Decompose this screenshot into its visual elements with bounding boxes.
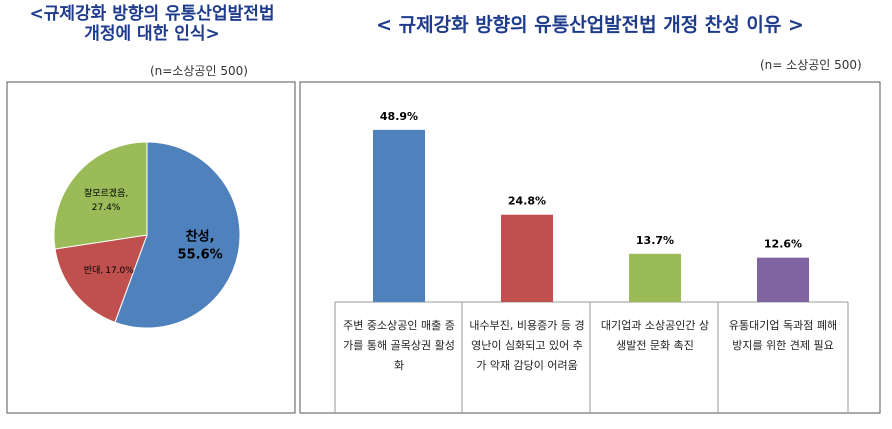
bar bbox=[501, 214, 553, 302]
category-label: 내수부진, 비용증가 등 경영난이 심화되고 있어 추가 악재 감당이 어려움 bbox=[469, 319, 585, 372]
pie-slice bbox=[54, 234, 148, 323]
pie-frame bbox=[6, 81, 296, 414]
pie-title: <규제강화 방향의 유통산업발전법 개정에 대한 인식> bbox=[29, 4, 275, 44]
value-label: 24.8% bbox=[508, 195, 546, 208]
slice-label: 찬성, bbox=[186, 228, 215, 244]
category-label: 주변 중소상공인 매출 증가를 통해 골목상권 활성화 bbox=[343, 319, 455, 372]
pie-slice bbox=[53, 141, 148, 250]
value-label: 13.7% bbox=[636, 234, 674, 247]
bar-subtitle: (n= 소상공인 500) bbox=[760, 58, 862, 72]
bar bbox=[629, 253, 681, 302]
value-label: 48.9% bbox=[380, 110, 418, 123]
slice-value: 17.0% bbox=[105, 266, 134, 276]
bar bbox=[373, 129, 425, 302]
bar-title: < 규제강화 방향의 유통산업발전법 개정 찬성 이유 > bbox=[376, 14, 804, 36]
value-label: 12.6% bbox=[764, 238, 802, 251]
bar bbox=[757, 257, 809, 302]
slice-label: 반대, bbox=[84, 265, 103, 276]
category-label: 대기업과 소상공인간 상생발전 문화 촉진 bbox=[600, 319, 710, 352]
pie-slice bbox=[114, 141, 241, 329]
slice-value: 27.4% bbox=[92, 203, 121, 213]
slice-label: 잘모르겠음, bbox=[84, 187, 128, 199]
pie-subtitle: (n=소상공인 500) bbox=[150, 64, 248, 78]
slice-value: 55.6% bbox=[178, 247, 223, 262]
category-label: 유통대기업 독과점 폐해 방지를 위한 견제 필요 bbox=[728, 319, 838, 352]
